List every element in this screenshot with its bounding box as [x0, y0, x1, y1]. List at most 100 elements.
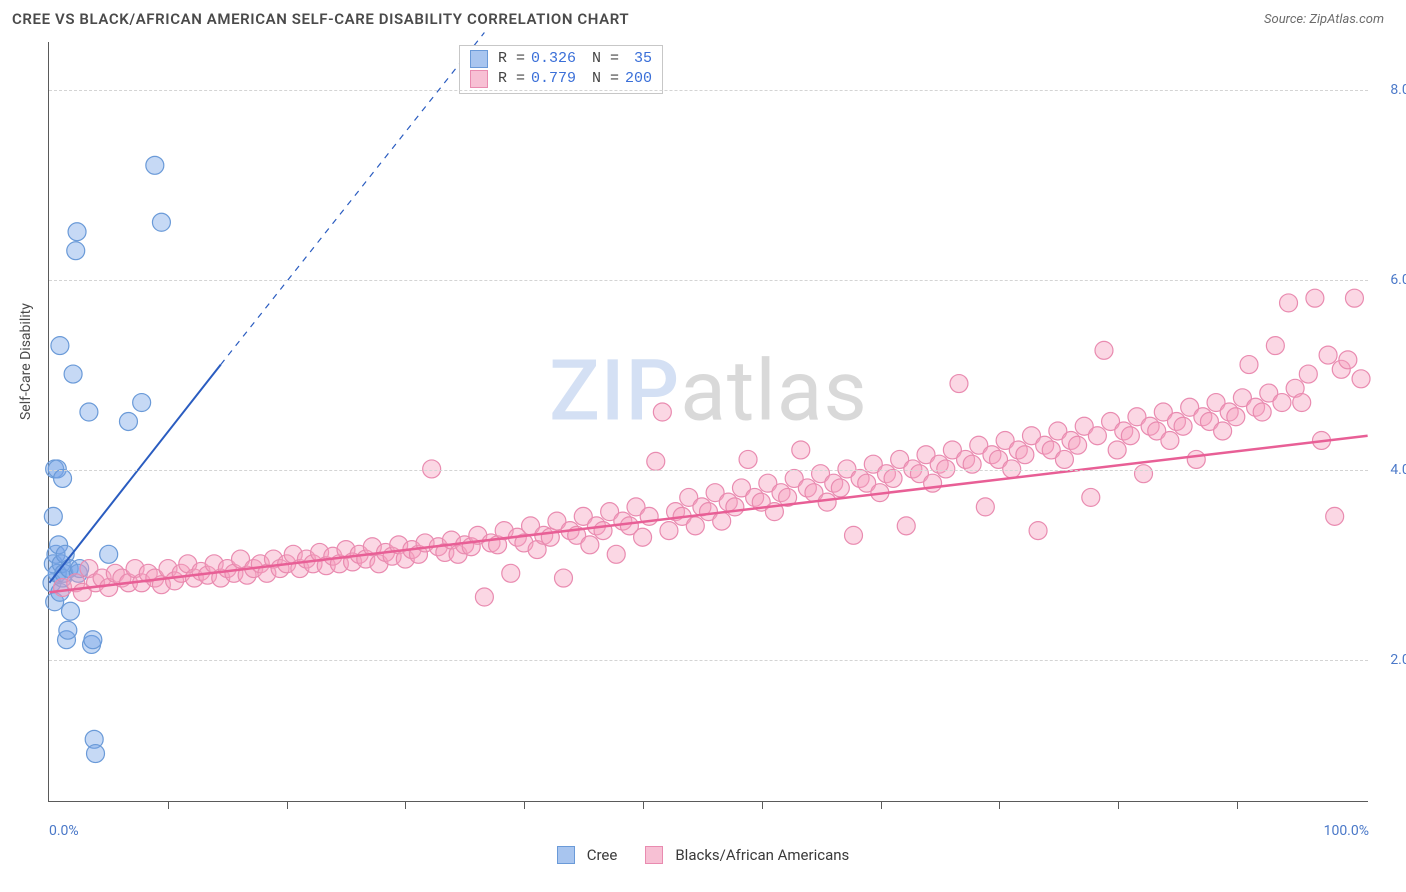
source-name: ZipAtlas.com	[1309, 12, 1384, 27]
data-point	[818, 493, 836, 511]
data-point	[1016, 446, 1034, 464]
data-point	[976, 498, 994, 516]
x-tick-label: 100.0%	[1324, 823, 1369, 839]
stat-n-label: N =	[592, 49, 619, 69]
data-point	[1293, 394, 1311, 412]
legend-swatch	[645, 846, 663, 864]
data-point	[1319, 346, 1337, 364]
x-tick-label: 0.0%	[49, 823, 79, 839]
data-point	[1240, 356, 1258, 374]
data-point	[739, 450, 757, 468]
data-point	[44, 507, 62, 525]
gridline-h	[49, 280, 1368, 281]
data-point	[87, 745, 105, 763]
source-attribution: Source: ZipAtlas.com	[1264, 12, 1384, 27]
gridline-h	[49, 470, 1368, 471]
data-point	[502, 564, 520, 582]
y-tick-label: 6.0%	[1390, 272, 1406, 288]
legend-stats-box: R =0.326N = 35R =0.779N =200	[459, 45, 663, 94]
legend-label: Blacks/African Americans	[675, 846, 849, 864]
data-point	[555, 569, 573, 587]
data-point	[119, 413, 137, 431]
data-point	[1352, 370, 1370, 388]
data-point	[660, 522, 678, 540]
data-point	[1161, 431, 1179, 449]
data-point	[831, 479, 849, 497]
stat-n-value: 35	[625, 49, 652, 69]
data-point	[59, 621, 77, 639]
data-point	[845, 526, 863, 544]
data-point	[950, 375, 968, 393]
legend-item: Cree	[557, 846, 618, 864]
data-point	[80, 403, 98, 421]
legend-item: Blacks/African Americans	[645, 846, 849, 864]
trend-line-extension	[221, 33, 485, 365]
y-tick-label: 2.0%	[1390, 652, 1406, 668]
data-point	[653, 403, 671, 421]
data-point	[634, 528, 652, 546]
gridline-h	[49, 90, 1368, 91]
data-point	[897, 517, 915, 535]
data-point	[1273, 394, 1291, 412]
data-point	[726, 498, 744, 516]
data-point	[594, 522, 612, 540]
data-point	[84, 631, 102, 649]
data-point	[54, 469, 72, 487]
data-point	[1280, 294, 1298, 312]
legend-swatch	[557, 846, 575, 864]
data-point	[924, 474, 942, 492]
data-point	[1095, 341, 1113, 359]
data-point	[1339, 351, 1357, 369]
stat-r-label: R =	[498, 69, 525, 89]
legend-swatch	[470, 50, 488, 68]
data-point	[1253, 403, 1271, 421]
data-point	[67, 242, 85, 260]
bottom-legend: Cree Blacks/African Americans	[0, 846, 1406, 864]
data-point	[647, 452, 665, 470]
stat-n-value: 200	[625, 69, 652, 89]
y-tick-label: 4.0%	[1390, 462, 1406, 478]
data-point	[1187, 450, 1205, 468]
x-tick	[168, 801, 169, 809]
x-tick	[1237, 801, 1238, 809]
stat-n-label: N =	[592, 69, 619, 89]
data-point	[1029, 522, 1047, 540]
chart-header: CREE VS BLACK/AFRICAN AMERICAN SELF-CARE…	[0, 0, 1406, 34]
gridline-h	[49, 660, 1368, 661]
data-point	[1227, 408, 1245, 426]
data-point	[1082, 488, 1100, 506]
data-point	[1069, 436, 1087, 454]
data-point	[133, 394, 151, 412]
source-prefix: Source:	[1264, 12, 1309, 27]
data-point	[884, 469, 902, 487]
data-point	[100, 545, 118, 563]
data-point	[1266, 337, 1284, 355]
data-point	[1174, 417, 1192, 435]
data-point	[1055, 450, 1073, 468]
data-point	[68, 223, 86, 241]
data-point	[581, 536, 599, 554]
data-point	[713, 512, 731, 530]
data-point	[146, 156, 164, 174]
data-point	[1214, 422, 1232, 440]
data-point	[607, 545, 625, 563]
data-point	[51, 337, 69, 355]
data-point	[61, 602, 79, 620]
data-point	[1326, 507, 1344, 525]
data-point	[686, 517, 704, 535]
data-point	[64, 365, 82, 383]
x-tick	[643, 801, 644, 809]
data-point	[152, 213, 170, 231]
plot-area: ZIPatlas R =0.326N = 35R =0.779N =200 2.…	[48, 42, 1368, 802]
legend-stats-row: R =0.779N =200	[470, 69, 652, 89]
trend-line	[49, 436, 1367, 593]
stat-r-label: R =	[498, 49, 525, 69]
legend-swatch	[470, 70, 488, 88]
data-point	[1088, 427, 1106, 445]
x-tick	[881, 801, 882, 809]
data-point	[792, 441, 810, 459]
data-point	[1345, 289, 1363, 307]
x-tick	[1118, 801, 1119, 809]
x-tick	[524, 801, 525, 809]
x-tick	[405, 801, 406, 809]
